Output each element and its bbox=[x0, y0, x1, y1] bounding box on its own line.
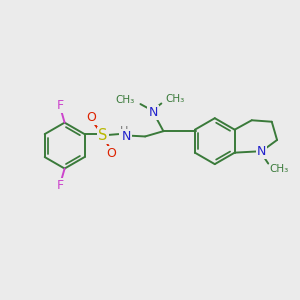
Text: N: N bbox=[257, 145, 266, 158]
Text: CH₃: CH₃ bbox=[166, 94, 185, 104]
Text: CH₃: CH₃ bbox=[115, 95, 135, 105]
Text: H: H bbox=[120, 126, 128, 136]
Text: N: N bbox=[122, 130, 131, 143]
Text: F: F bbox=[56, 179, 64, 192]
Text: O: O bbox=[106, 147, 116, 160]
Text: N: N bbox=[148, 106, 158, 119]
Text: F: F bbox=[56, 99, 64, 112]
Text: S: S bbox=[98, 128, 107, 143]
Text: O: O bbox=[87, 111, 97, 124]
Text: CH₃: CH₃ bbox=[269, 164, 289, 174]
